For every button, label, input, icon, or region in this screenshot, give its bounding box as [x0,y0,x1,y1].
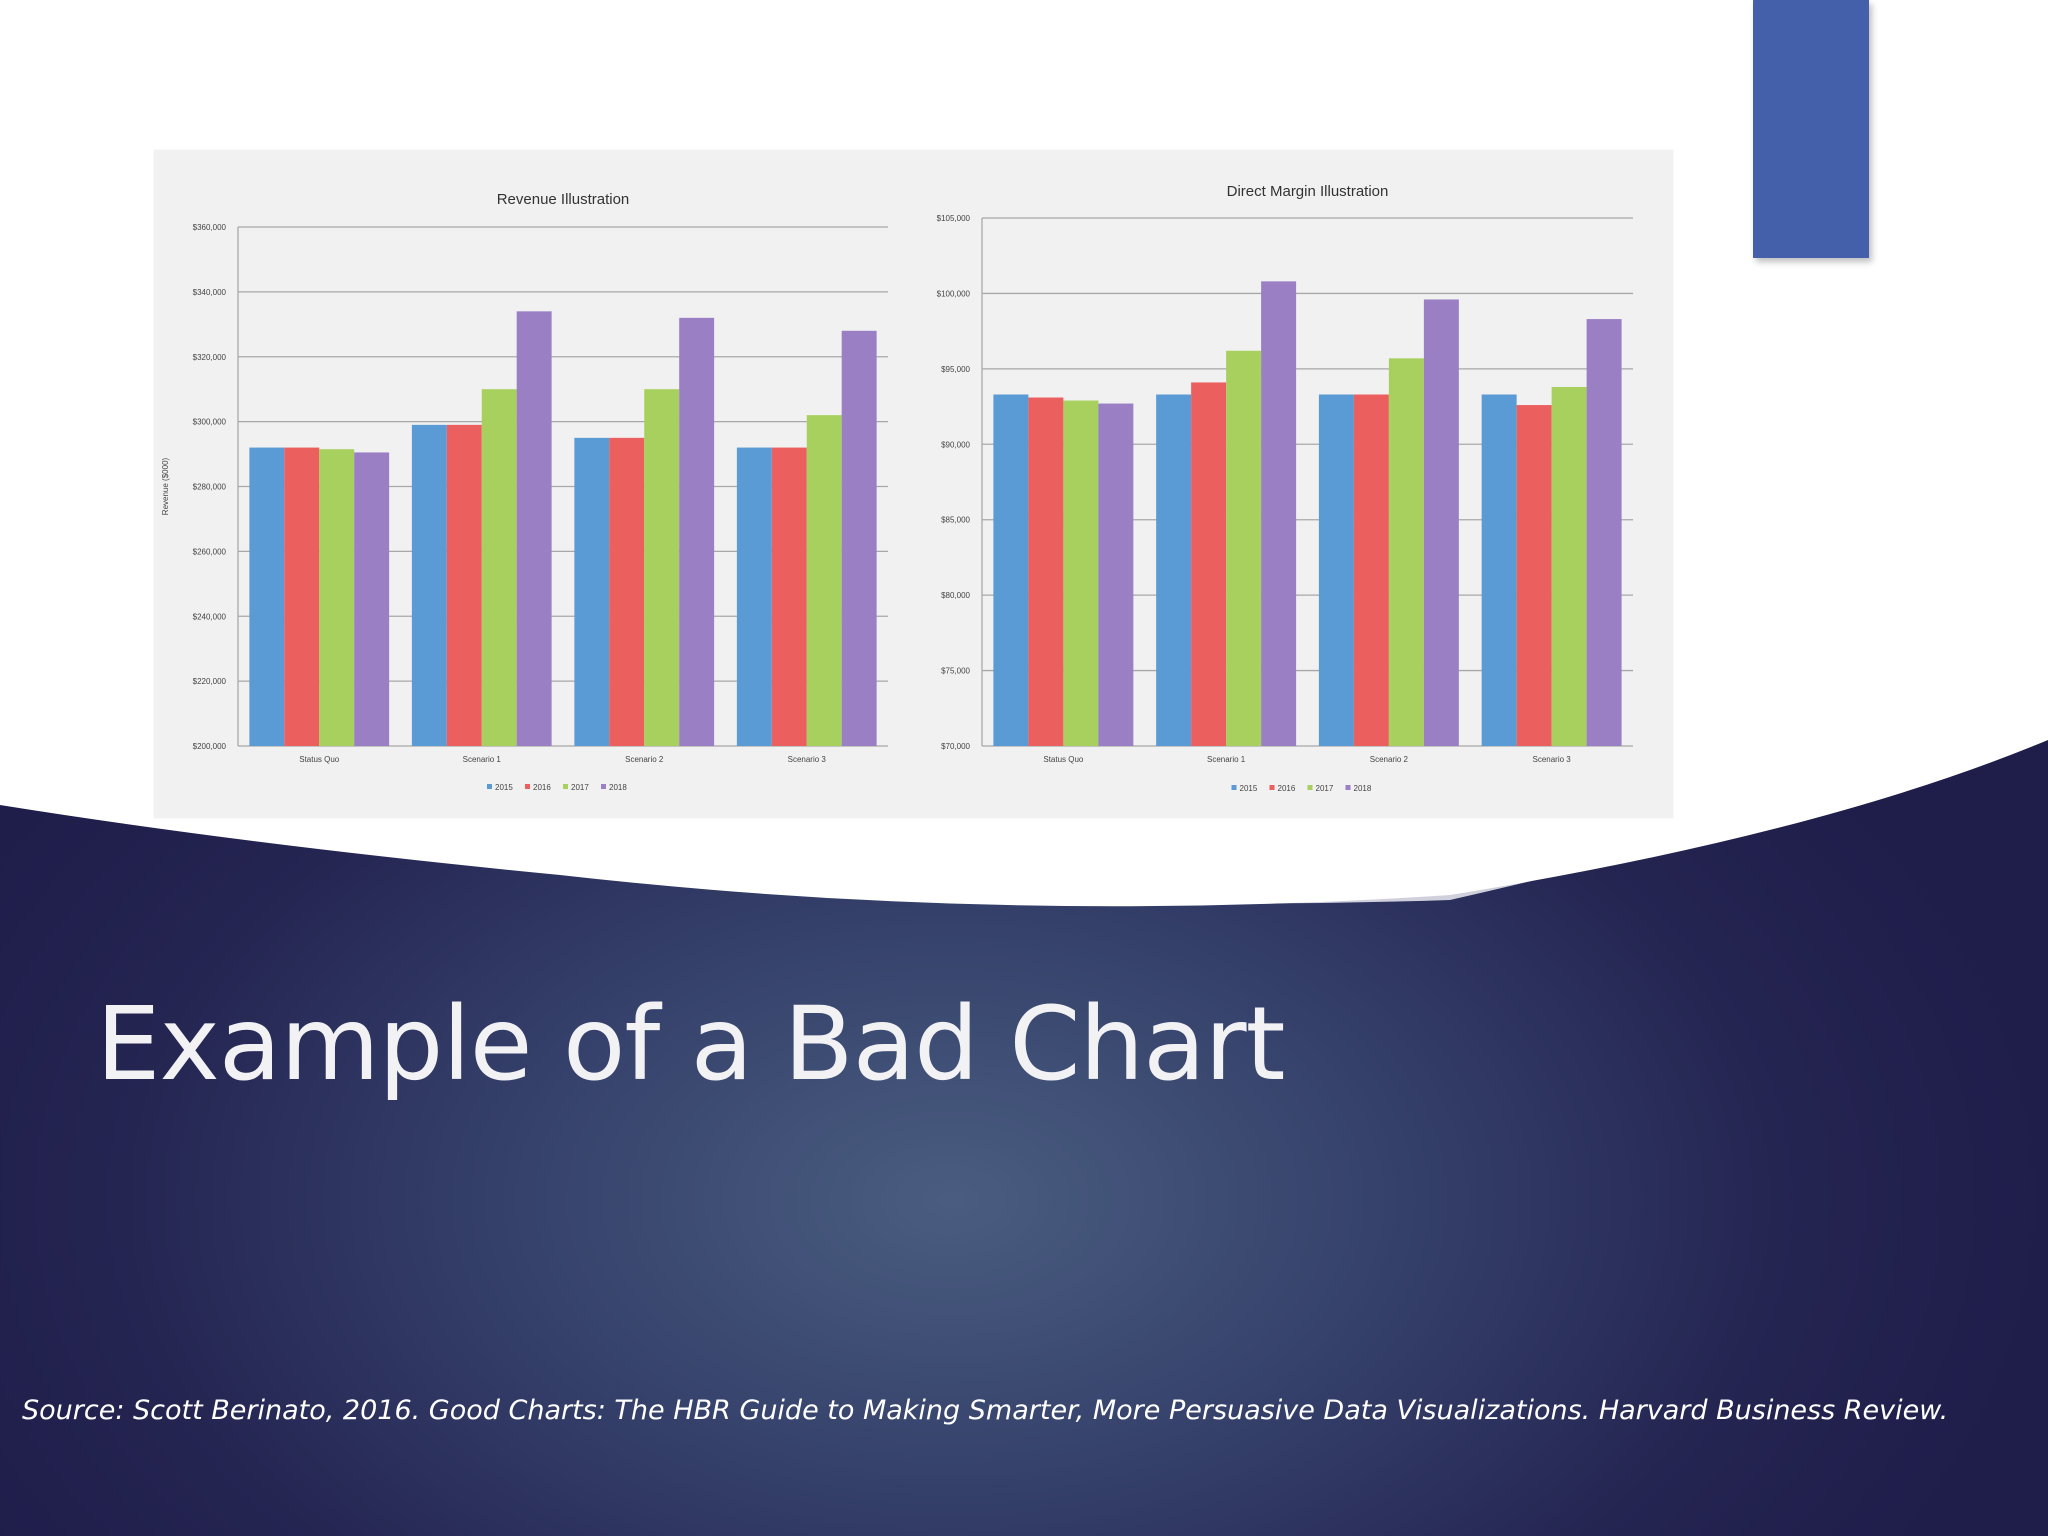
bar-2015 [1318,394,1354,746]
bar-2018 [679,317,715,746]
x-tick-label: Scenario 2 [1370,755,1409,764]
legend-label: 2018 [609,783,627,792]
legend-label: 2015 [495,783,513,792]
y-tick-label: $300,000 [193,418,227,427]
y-tick-label: $280,000 [193,483,227,492]
bar-2015 [249,447,285,746]
legend-label: 2016 [533,783,551,792]
bar-2016 [1516,405,1552,746]
x-tick-label: Scenario 1 [1207,755,1246,764]
legend-label: 2016 [1278,784,1296,793]
legend-swatch [1231,785,1237,790]
legend-swatch [487,784,492,789]
chart-title: Revenue Illustration [497,191,630,208]
bar-2018 [841,330,877,746]
bar-2015 [1481,394,1517,746]
x-tick-label: Scenario 3 [1533,755,1572,764]
bar-2018 [1261,281,1297,746]
x-tick-label: Scenario 3 [788,755,827,764]
legend-swatch [1269,785,1275,790]
chart-title: Direct Margin Illustration [1227,183,1389,200]
bar-2015 [574,437,610,746]
legend-swatch [601,784,606,789]
legend-label: 2017 [1316,784,1334,793]
y-tick-label: $105,000 [937,214,971,223]
legend-swatch [563,784,568,789]
bar-2016 [609,437,645,746]
bar-2015 [411,424,447,746]
revenue-chart: $200,000 $220,000 $240,000 $260,000 $280,000… [161,191,888,792]
legend-swatch [525,784,530,789]
x-tick-label: Status Quo [299,755,340,764]
legend-label: 2015 [1240,784,1258,793]
x-tick-label: Status Quo [1043,755,1084,764]
legend-label: 2018 [1354,784,1372,793]
bar-2016 [1191,382,1227,746]
bar-2018 [354,452,390,746]
bar-2017 [1551,386,1587,746]
x-tick-label: Scenario 1 [463,755,502,764]
y-tick-label: $70,000 [941,742,970,751]
bar-2015 [993,394,1029,746]
bar-2017 [481,389,517,746]
legend-swatch [1345,785,1351,790]
bar-2017 [806,415,842,746]
bar-2017 [644,389,680,746]
bar-2018 [1098,403,1134,746]
blue-accent-bar [1753,0,1869,258]
y-tick-label: $100,000 [937,289,971,298]
y-tick-label: $95,000 [941,365,970,374]
bar-2016 [446,424,482,746]
bar-2017 [1388,358,1424,746]
source-citation: Source: Scott Berinato, 2016. Good Chart… [22,1395,1949,1426]
y-tick-label: $320,000 [193,353,227,362]
bar-2015 [736,447,772,746]
y-tick-label: $340,000 [193,288,227,297]
legend-swatch [1307,785,1313,790]
y-tick-label: $75,000 [941,667,970,676]
legend-label: 2017 [571,783,589,792]
bar-2018 [516,311,552,746]
bar-2016 [1353,394,1389,746]
y-axis-label: Revenue ($000) [161,457,170,515]
y-tick-label: $240,000 [193,612,227,621]
bar-2018 [1423,299,1459,746]
y-tick-label: $260,000 [193,547,227,556]
bar-2017 [1063,400,1099,746]
y-tick-label: $80,000 [941,591,970,600]
y-tick-label: $200,000 [193,742,227,751]
y-tick-label: $85,000 [941,516,970,525]
bar-2018 [1586,319,1622,746]
direct-margin-chart: $70,000 $75,000 $80,000 $85,000 $90,000 $95,0… [937,183,1633,793]
x-tick-label: Scenario 2 [625,755,664,764]
bar-2016 [771,447,807,746]
y-tick-label: $220,000 [193,677,227,686]
bar-2015 [1156,394,1192,746]
bar-2017 [1226,350,1262,746]
bar-2016 [1028,397,1064,746]
chart-image-panel: $200,000 $220,000 $240,000 $260,000 $280,000… [154,150,1673,818]
y-tick-label: $360,000 [193,223,227,232]
slide-title: Example of a Bad Chart [96,985,1286,1104]
bar-2017 [319,449,355,746]
bar-2016 [284,447,320,746]
y-tick-label: $90,000 [941,440,970,449]
